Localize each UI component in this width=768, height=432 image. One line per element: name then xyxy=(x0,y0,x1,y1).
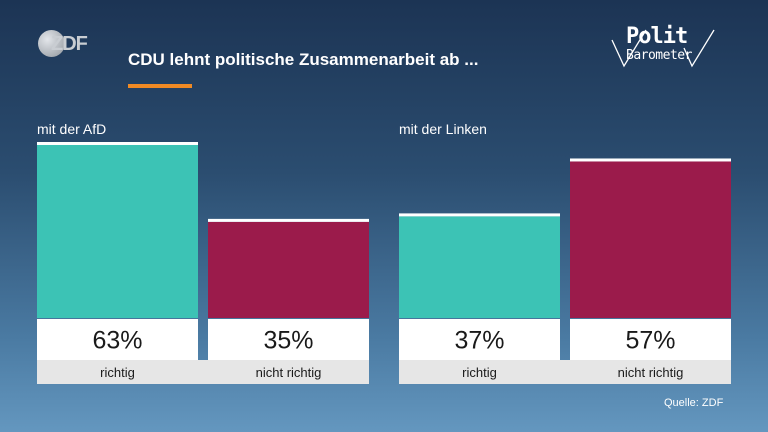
politbarometer-logo: Polit Barometer xyxy=(606,24,726,72)
zdf-logo: ZDF xyxy=(38,30,94,58)
source-note: Quelle: ZDF xyxy=(664,397,724,409)
bar-top-line xyxy=(399,213,560,217)
value-label: 57% xyxy=(625,327,675,355)
politbarometer-logo-line2: Barometer xyxy=(626,48,692,63)
bar-top-line xyxy=(570,158,731,162)
value-box xyxy=(399,319,560,360)
bar-top-line xyxy=(208,218,369,222)
bar-1-nicht-richtig xyxy=(208,221,369,318)
zdf-logo-text: ZDF xyxy=(51,33,88,55)
value-label: 35% xyxy=(263,327,313,355)
category-strip xyxy=(37,360,369,384)
category-label: nicht richtig xyxy=(618,365,684,380)
chart-title: CDU lehnt politische Zusammenarbeit ab .… xyxy=(128,50,479,69)
zdf-logo-circle xyxy=(38,30,65,57)
category-label: richtig xyxy=(462,365,497,380)
category-strip xyxy=(399,360,731,384)
title-accent-line xyxy=(128,84,192,88)
bar-2-nicht-richtig xyxy=(570,161,731,318)
value-label: 37% xyxy=(454,327,504,355)
bar-top-line xyxy=(37,142,198,145)
value-label: 63% xyxy=(92,327,142,355)
politbarometer-check-icon xyxy=(611,29,715,68)
category-label: nicht richtig xyxy=(256,365,322,380)
bar-1-richtig xyxy=(37,145,198,318)
bar-2-richtig xyxy=(399,216,560,318)
value-box xyxy=(570,319,731,360)
group-label-linken: mit der Linken xyxy=(399,121,487,137)
value-box xyxy=(208,319,369,360)
politbarometer-logo-line1: Polit xyxy=(626,24,688,49)
group-label-afd: mit der AfD xyxy=(37,121,107,137)
category-label: richtig xyxy=(100,365,135,380)
value-box xyxy=(37,319,198,360)
